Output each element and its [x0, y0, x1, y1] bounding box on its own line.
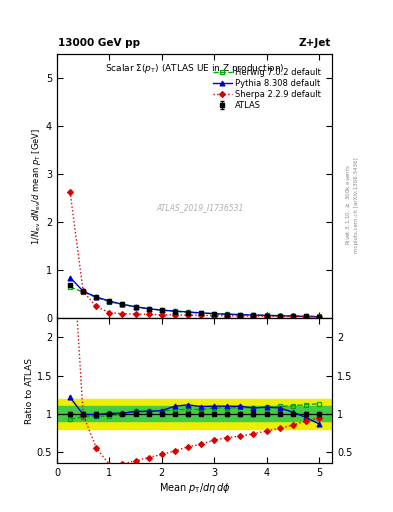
Line: Pythia 8.308 default: Pythia 8.308 default: [68, 275, 321, 319]
Text: Z+Jet: Z+Jet: [299, 38, 331, 48]
Herwig 7.0.2 default: [225, 311, 230, 317]
Sherpa 2.2.9 default: [94, 303, 99, 309]
Pythia 8.308 default: [185, 309, 190, 315]
Sherpa 2.2.9 default: [81, 288, 86, 294]
Sherpa 2.2.9 default: [107, 310, 112, 316]
Herwig 7.0.2 default: [317, 313, 321, 319]
Herwig 7.0.2 default: [277, 313, 282, 319]
Sherpa 2.2.9 default: [146, 311, 151, 317]
Sherpa 2.2.9 default: [212, 312, 217, 318]
Sherpa 2.2.9 default: [290, 313, 295, 319]
Y-axis label: $1/N_\mathrm{ev}\; dN_\mathrm{ev}/d$ mean $p_\mathrm{T}$ [GeV]: $1/N_\mathrm{ev}\; dN_\mathrm{ev}/d$ mea…: [30, 127, 43, 245]
Sherpa 2.2.9 default: [317, 314, 321, 320]
Herwig 7.0.2 default: [120, 302, 125, 308]
Pythia 8.308 default: [264, 312, 269, 318]
Text: 13000 GeV pp: 13000 GeV pp: [58, 38, 140, 48]
Pythia 8.308 default: [107, 298, 112, 304]
Sherpa 2.2.9 default: [303, 313, 308, 319]
Sherpa 2.2.9 default: [277, 313, 282, 319]
Pythia 8.308 default: [133, 304, 138, 310]
Herwig 7.0.2 default: [199, 310, 204, 316]
Sherpa 2.2.9 default: [120, 311, 125, 317]
Sherpa 2.2.9 default: [173, 312, 177, 318]
Sherpa 2.2.9 default: [251, 313, 256, 319]
Line: Sherpa 2.2.9 default: Sherpa 2.2.9 default: [68, 190, 321, 319]
Sherpa 2.2.9 default: [133, 311, 138, 317]
Herwig 7.0.2 default: [173, 308, 177, 314]
Herwig 7.0.2 default: [251, 312, 256, 318]
Pythia 8.308 default: [146, 306, 151, 312]
Pythia 8.308 default: [317, 314, 321, 320]
Herwig 7.0.2 default: [264, 312, 269, 318]
Pythia 8.308 default: [94, 294, 99, 300]
Pythia 8.308 default: [290, 313, 295, 319]
Pythia 8.308 default: [81, 288, 86, 294]
Herwig 7.0.2 default: [146, 306, 151, 312]
Bar: [57, 398, 332, 429]
Pythia 8.308 default: [160, 307, 164, 313]
Herwig 7.0.2 default: [290, 313, 295, 319]
Herwig 7.0.2 default: [185, 309, 190, 315]
Herwig 7.0.2 default: [212, 311, 217, 317]
Text: ATLAS_2019_I1736531: ATLAS_2019_I1736531: [156, 203, 244, 212]
Pythia 8.308 default: [68, 274, 72, 281]
Pythia 8.308 default: [120, 301, 125, 307]
Bar: [57, 406, 332, 421]
Pythia 8.308 default: [212, 311, 217, 317]
Herwig 7.0.2 default: [133, 304, 138, 310]
Herwig 7.0.2 default: [238, 312, 243, 318]
Pythia 8.308 default: [277, 313, 282, 319]
Sherpa 2.2.9 default: [225, 313, 230, 319]
Pythia 8.308 default: [303, 313, 308, 319]
Herwig 7.0.2 default: [94, 294, 99, 301]
Sherpa 2.2.9 default: [199, 312, 204, 318]
Sherpa 2.2.9 default: [68, 189, 72, 195]
X-axis label: Mean $p_\mathrm{T}/d\eta\, d\phi$: Mean $p_\mathrm{T}/d\eta\, d\phi$: [159, 481, 230, 495]
Text: Scalar $\Sigma(p_\mathrm{T})$ (ATLAS UE in Z production): Scalar $\Sigma(p_\mathrm{T})$ (ATLAS UE …: [105, 62, 284, 75]
Text: Rivet 3.1.10, $\geq$ 300k events: Rivet 3.1.10, $\geq$ 300k events: [344, 164, 352, 245]
Pythia 8.308 default: [173, 308, 177, 314]
Line: Herwig 7.0.2 default: Herwig 7.0.2 default: [68, 285, 321, 319]
Y-axis label: Ratio to ATLAS: Ratio to ATLAS: [25, 358, 34, 424]
Sherpa 2.2.9 default: [238, 313, 243, 319]
Herwig 7.0.2 default: [68, 284, 72, 290]
Pythia 8.308 default: [225, 311, 230, 317]
Herwig 7.0.2 default: [303, 313, 308, 319]
Sherpa 2.2.9 default: [264, 313, 269, 319]
Legend: Herwig 7.0.2 default, Pythia 8.308 default, Sherpa 2.2.9 default, ATLAS: Herwig 7.0.2 default, Pythia 8.308 defau…: [211, 66, 322, 112]
Pythia 8.308 default: [238, 311, 243, 317]
Herwig 7.0.2 default: [107, 298, 112, 305]
Sherpa 2.2.9 default: [160, 312, 164, 318]
Herwig 7.0.2 default: [160, 307, 164, 313]
Sherpa 2.2.9 default: [185, 312, 190, 318]
Herwig 7.0.2 default: [81, 289, 86, 295]
Pythia 8.308 default: [199, 310, 204, 316]
Pythia 8.308 default: [251, 312, 256, 318]
Text: mcplots.cern.ch [arXiv:1306.3436]: mcplots.cern.ch [arXiv:1306.3436]: [354, 157, 359, 252]
